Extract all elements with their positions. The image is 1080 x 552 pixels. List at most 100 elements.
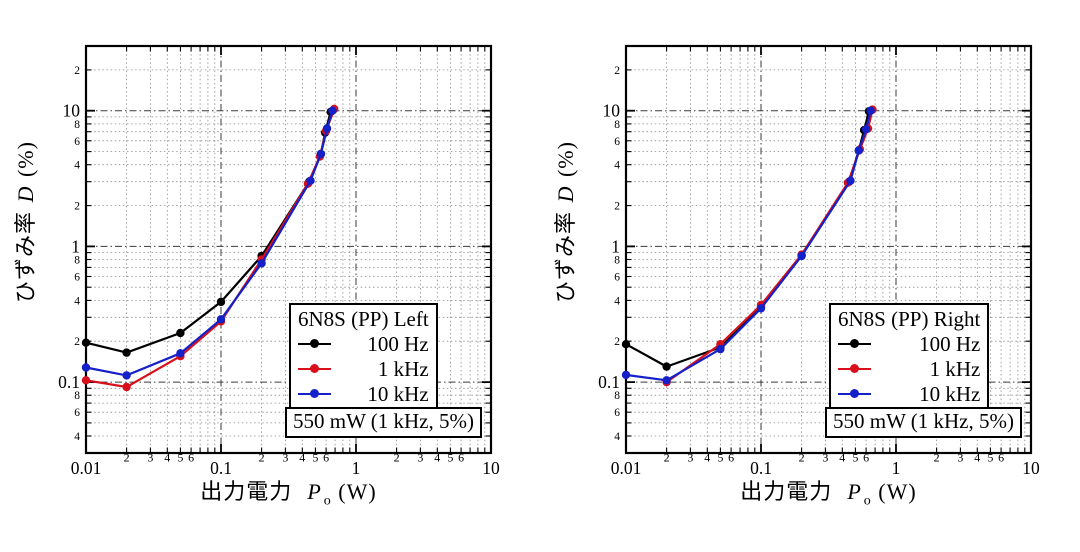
svg-text:2: 2 [614, 65, 620, 77]
svg-text:2: 2 [124, 451, 130, 465]
svg-text:4: 4 [434, 451, 440, 465]
y-axis-label-text: ひずみ率 [13, 210, 38, 303]
svg-text:6: 6 [323, 451, 329, 465]
series-marker-icon [298, 388, 331, 399]
svg-text:4: 4 [299, 451, 305, 465]
svg-text:6: 6 [614, 407, 620, 419]
svg-text:2: 2 [614, 336, 620, 348]
x-axis-variable-subscript: o [863, 493, 872, 509]
svg-text:8: 8 [614, 390, 620, 402]
series-marker-icon [838, 388, 871, 399]
svg-text:2: 2 [394, 451, 400, 465]
svg-text:8: 8 [614, 119, 620, 131]
svg-text:4: 4 [974, 451, 980, 465]
svg-text:1: 1 [352, 458, 361, 478]
svg-text:2: 2 [799, 451, 805, 465]
series-marker-icon [298, 338, 331, 349]
svg-text:3: 3 [282, 451, 288, 465]
y-axis-label: ひずみ率 D (%) [8, 141, 40, 303]
chart-left-channel: 0.01 0.1 1 10 2 3 4 5 6 2 3 4 5 6 2 3 4 5 6 0.1 1 10 4 6 8 2 4 6 8 2 4… [8, 44, 500, 509]
svg-text:4: 4 [614, 295, 620, 307]
svg-text:0.1: 0.1 [210, 458, 232, 478]
svg-text:4: 4 [614, 160, 620, 172]
svg-text:4: 4 [704, 451, 710, 465]
svg-text:4: 4 [74, 431, 80, 443]
max-power-annotation: 550 mW (1 kHz, 5%) [825, 407, 1022, 438]
max-power-annotation: 550 mW (1 kHz, 5%) [285, 407, 482, 438]
x-axis-label-text: 出力電力 [200, 479, 293, 504]
x-axis-variable: P [847, 479, 862, 504]
x-axis-variable-subscript: o [323, 493, 332, 509]
legend-entry-label: 10 kHz [367, 381, 429, 406]
legend-title: 6N8S (PP) Right [838, 307, 981, 331]
svg-text:10: 10 [63, 101, 81, 121]
svg-text:6: 6 [74, 272, 80, 284]
svg-text:3: 3 [147, 451, 153, 465]
svg-text:4: 4 [839, 451, 845, 465]
svg-text:6: 6 [863, 451, 869, 465]
svg-text:8: 8 [74, 119, 80, 131]
legend-entry-label: 100 Hz [919, 331, 981, 356]
svg-text:2: 2 [664, 451, 670, 465]
plot-area-left: 0.01 0.1 1 102 3 4 5 6 2 3 4 5 6 2 3 4 5 60.1110468246824… [58, 44, 500, 478]
svg-text:2: 2 [259, 451, 265, 465]
svg-text:6: 6 [614, 272, 620, 284]
legend-entry-1khz: 1 kHz [298, 356, 429, 381]
svg-text:5: 5 [852, 451, 858, 465]
legend: 6N8S (PP) Left 100 Hz 1 kHz 10 kHz [289, 303, 438, 412]
legend-entry-label: 1 kHz [377, 356, 429, 381]
svg-text:4: 4 [164, 451, 170, 465]
svg-text:2: 2 [934, 451, 940, 465]
y-axis-variable: D [13, 185, 38, 203]
svg-text:8: 8 [74, 390, 80, 402]
chart-right-channel: 0.01 0.1 1 10 2 3 4 5 6 2 3 4 5 6 2 3 4 5 6 0.1 1 10 4 6 8 2 4 6 8 2 4… [540, 0, 1080, 552]
svg-text:6: 6 [728, 451, 734, 465]
y-axis-unit: (%) [13, 141, 38, 178]
plot-area-right: 0.01 0.1 1 102 3 4 5 6 2 3 4 5 6 2 3 4 5 60.1110468246824… [598, 44, 1040, 478]
svg-text:5: 5 [177, 451, 183, 465]
svg-text:3: 3 [957, 451, 963, 465]
svg-text:3: 3 [687, 451, 693, 465]
svg-text:2: 2 [74, 65, 80, 77]
x-axis-variable: P [307, 479, 322, 504]
svg-text:10: 10 [603, 101, 621, 121]
series-marker-icon [838, 363, 871, 374]
y-axis-label-text: ひずみ率 [553, 210, 578, 303]
svg-text:2: 2 [614, 201, 620, 213]
svg-text:3: 3 [822, 451, 828, 465]
svg-text:6: 6 [188, 451, 194, 465]
legend-entry-label: 100 Hz [367, 331, 429, 356]
svg-text:4: 4 [614, 431, 620, 443]
x-axis-label-text: 出力電力 [740, 479, 833, 504]
legend-title: 6N8S (PP) Left [298, 307, 429, 331]
y-axis-unit: (%) [553, 141, 578, 178]
svg-text:2: 2 [74, 336, 80, 348]
svg-text:4: 4 [74, 160, 80, 172]
svg-text:2: 2 [74, 201, 80, 213]
series-marker-icon [838, 338, 871, 349]
legend-entry-10khz: 10 kHz [298, 381, 429, 406]
legend-entry-1khz: 1 kHz [838, 356, 980, 381]
series-marker-icon [298, 363, 331, 374]
svg-text:1: 1 [892, 458, 901, 478]
legend-entry-label: 1 kHz [929, 356, 981, 381]
svg-text:0.1: 0.1 [598, 372, 620, 392]
svg-text:0.1: 0.1 [58, 372, 80, 392]
legend: 6N8S (PP) Right 100 Hz 1 kHz 10 kHz [829, 303, 990, 412]
x-axis-unit: (W) [878, 479, 917, 504]
y-axis-variable: D [553, 185, 578, 203]
legend-entry-label: 10 kHz [919, 381, 981, 406]
x-axis-unit: (W) [338, 479, 377, 504]
svg-text:0.01: 0.01 [71, 458, 102, 478]
svg-text:6: 6 [998, 451, 1004, 465]
svg-text:1: 1 [611, 236, 620, 256]
svg-text:1: 1 [71, 236, 80, 256]
legend-entry-100hz: 100 Hz [838, 331, 980, 356]
svg-text:5: 5 [987, 451, 993, 465]
y-axis-label: ひずみ率 D (%) [548, 141, 580, 303]
svg-text:10: 10 [482, 458, 500, 478]
svg-text:5: 5 [447, 451, 453, 465]
